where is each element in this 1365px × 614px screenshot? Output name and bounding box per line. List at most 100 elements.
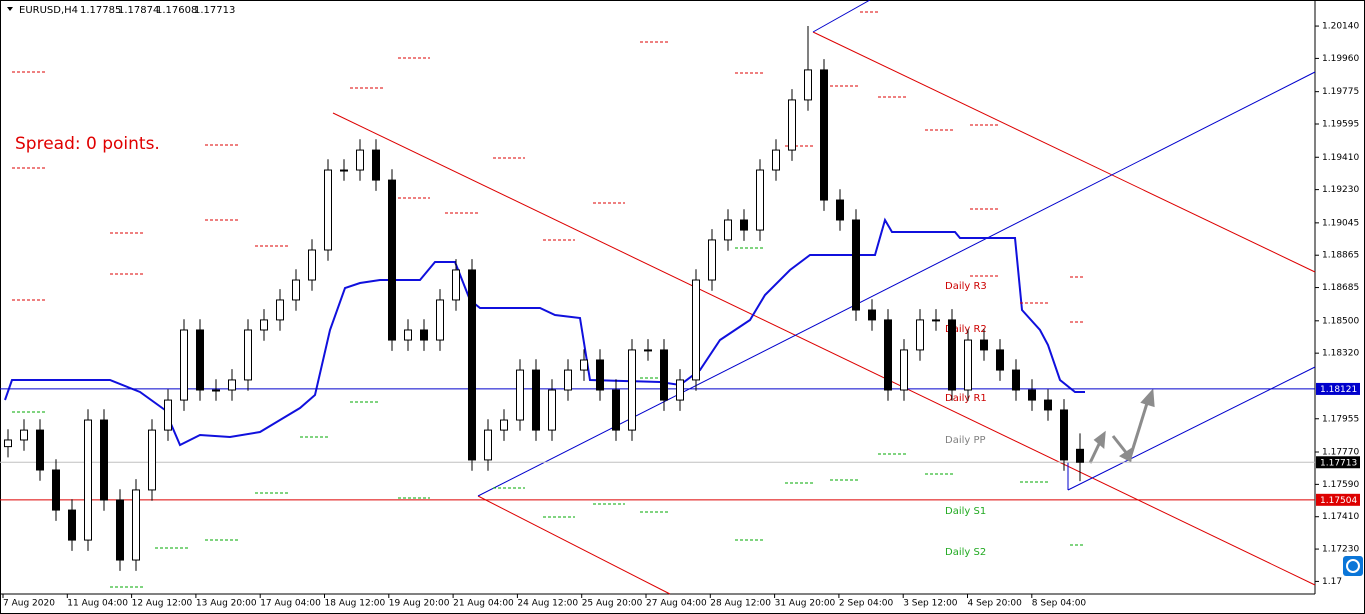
header-value: 1.17785 [80, 5, 121, 16]
x-tick-label: 4 Sep 20:00 [968, 599, 1023, 609]
candle-body [564, 369, 572, 391]
symbol: EURUSD,H4 [19, 5, 78, 16]
candle-body [692, 279, 700, 381]
y-tick-label: 1.19595 [1322, 120, 1359, 130]
x-tick-label: 13 Aug 20:00 [196, 599, 257, 609]
x-tick-label: 27 Aug 04:00 [646, 599, 707, 609]
candle-body [868, 309, 876, 321]
pivot-label: Daily S2 [945, 547, 986, 558]
price-label-box [1316, 493, 1360, 506]
candle-body [100, 419, 108, 501]
candle-body [644, 349, 652, 352]
x-tick-label: 8 Sep 04:00 [1032, 599, 1087, 609]
y-tick-label: 1.19775 [1322, 87, 1359, 97]
candle-body [820, 69, 828, 201]
y-tick-label: 1.17770 [1322, 448, 1359, 458]
x-tick-label: 24 Aug 12:00 [517, 599, 578, 609]
candle-body [1012, 369, 1020, 391]
y-tick-label: 1.17410 [1322, 512, 1359, 522]
candle-body [500, 419, 508, 431]
candle-body [964, 339, 972, 391]
candle-body [116, 499, 124, 561]
candle-body [628, 349, 636, 431]
candle-body [36, 429, 44, 471]
candle-body [724, 219, 732, 241]
candle-body [1060, 409, 1068, 461]
candle-body [532, 369, 540, 431]
candle-body [180, 329, 188, 401]
candle-body [260, 319, 268, 331]
y-tick-label: 1.19230 [1322, 185, 1359, 195]
candle-body [580, 359, 588, 371]
x-tick-label: 21 Aug 04:00 [453, 599, 514, 609]
candle-body [20, 429, 28, 441]
candle-body [1028, 389, 1036, 401]
pivot-label: Daily S1 [945, 506, 986, 517]
candle-body [772, 149, 780, 171]
candle-body [196, 329, 204, 391]
logo [1343, 556, 1363, 576]
x-tick-label: 11 Aug 04:00 [67, 599, 128, 609]
candle-body [484, 429, 492, 461]
candle-body [852, 219, 860, 311]
price-label: 1.17713 [1320, 458, 1357, 468]
x-tick-label: 7 Aug 2020 [3, 599, 55, 609]
candle-body [756, 169, 764, 231]
candle-body [468, 269, 476, 461]
y-tick-label: 1.17230 [1322, 545, 1359, 555]
candle-body [980, 339, 988, 351]
candle-body [452, 269, 460, 301]
pivot-label: Daily R1 [945, 393, 987, 404]
candle-body [884, 319, 892, 391]
candle-body [388, 179, 396, 341]
candle-body [436, 299, 444, 341]
candle-body [52, 469, 60, 511]
header-value: 1.17713 [194, 5, 235, 16]
x-tick-label: 18 Aug 12:00 [325, 599, 386, 609]
y-tick-label: 1.20140 [1322, 22, 1359, 32]
candle-body [660, 349, 668, 401]
x-tick-label: 3 Sep 12:00 [903, 599, 958, 609]
candle-body [68, 509, 76, 541]
candle-body [916, 319, 924, 351]
candle-body [516, 369, 524, 421]
candle-body [148, 429, 156, 491]
y-tick-label: 1.19410 [1322, 153, 1359, 163]
candle-body [308, 249, 316, 281]
candle-body [948, 319, 956, 391]
y-tick-label: 1.18865 [1322, 251, 1359, 261]
candle-body [740, 219, 748, 231]
y-tick-label: 1.18685 [1322, 283, 1359, 293]
x-tick-label: 19 Aug 20:00 [389, 599, 450, 609]
candles [4, 26, 1084, 571]
candle-body [676, 379, 684, 401]
price-label-box [1316, 382, 1360, 395]
candle-body [4, 439, 12, 448]
header-value: 1.17608 [156, 5, 197, 16]
candle-body [212, 389, 220, 392]
y-tick-label: 1.19960 [1322, 54, 1359, 64]
y-tick-label: 1.19045 [1322, 218, 1359, 228]
y-tick-label: 1.17955 [1322, 414, 1359, 424]
candle-body [340, 169, 348, 172]
candle-body [900, 349, 908, 391]
candle-body [1076, 448, 1084, 463]
candle-body [84, 419, 92, 541]
x-tick-label: 28 Aug 12:00 [710, 599, 771, 609]
candle-body [324, 169, 332, 251]
candle-body [788, 99, 796, 151]
x-tick-label: 25 Aug 20:00 [582, 599, 643, 609]
candle-body [596, 359, 604, 391]
candle-body [996, 349, 1004, 371]
candle-body [356, 149, 364, 171]
candle-body [164, 399, 172, 431]
candle-body [804, 69, 812, 101]
candle-body [836, 199, 844, 221]
x-tick-label: 31 Aug 20:00 [775, 599, 836, 609]
candle-body [1044, 399, 1052, 411]
price-label: 1.17504 [1320, 496, 1357, 506]
candle-body [708, 239, 716, 281]
arrows [1088, 388, 1155, 464]
